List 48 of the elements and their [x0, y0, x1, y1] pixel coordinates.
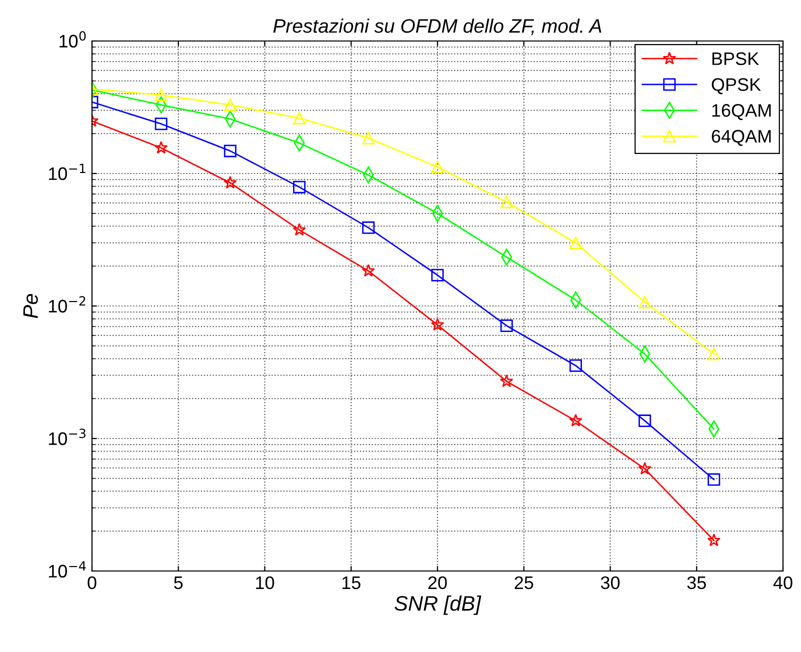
point: [154, 118, 168, 130]
x-tick-label: 0: [88, 576, 96, 590]
point: [224, 144, 236, 158]
y-tick-label: 10$^{0}$: [60, 31, 86, 48]
x-tick-label: 15: [342, 576, 360, 590]
point: [500, 196, 513, 208]
x-tick-label: 10: [256, 576, 274, 590]
legend-label: QPSK: [712, 78, 761, 94]
point: [293, 112, 306, 124]
x-tick-label: 5: [174, 576, 183, 590]
point: [362, 221, 375, 234]
legend-label: 64QAM: [712, 130, 771, 146]
point: [292, 222, 306, 236]
y-tick-label: 10$^{−1}$: [48, 164, 86, 180]
x-tick-label: 30: [600, 576, 620, 590]
point: [362, 264, 376, 277]
x-tick-label: 35: [687, 576, 706, 590]
x-tick-label: 20: [428, 576, 447, 590]
point: [500, 374, 514, 388]
point: [638, 462, 652, 475]
chart-title: Prestazioni su OFDM dello ZF, mod. A: [273, 18, 602, 36]
point: [707, 534, 721, 546]
point: [362, 132, 375, 144]
point: [500, 319, 513, 332]
y-tick-label: 10$^{−3}$: [48, 428, 86, 446]
point: [430, 318, 444, 331]
point: [638, 414, 652, 428]
x-tick-label: 40: [773, 576, 792, 590]
y-tick-label: 10$^{−4}$: [48, 561, 86, 578]
point: [293, 180, 306, 194]
point: [708, 473, 720, 486]
point: [569, 236, 582, 250]
point: [431, 268, 444, 282]
point: [431, 160, 444, 174]
point: [154, 88, 168, 102]
point: [224, 176, 237, 189]
point: [569, 359, 582, 372]
legend-label: 16QAM: [712, 104, 771, 120]
point: [638, 296, 652, 308]
point: [708, 348, 720, 360]
point: [569, 414, 582, 427]
point: [154, 140, 168, 154]
legend-label: BPSK: [712, 52, 759, 66]
x-tick-label: 25: [514, 576, 534, 590]
y-axis-title: Pe: [23, 294, 38, 318]
y-tick-label: 10$^{−2}$: [48, 296, 86, 313]
x-axis-title: SNR [dB]: [394, 595, 482, 615]
point: [224, 98, 236, 112]
